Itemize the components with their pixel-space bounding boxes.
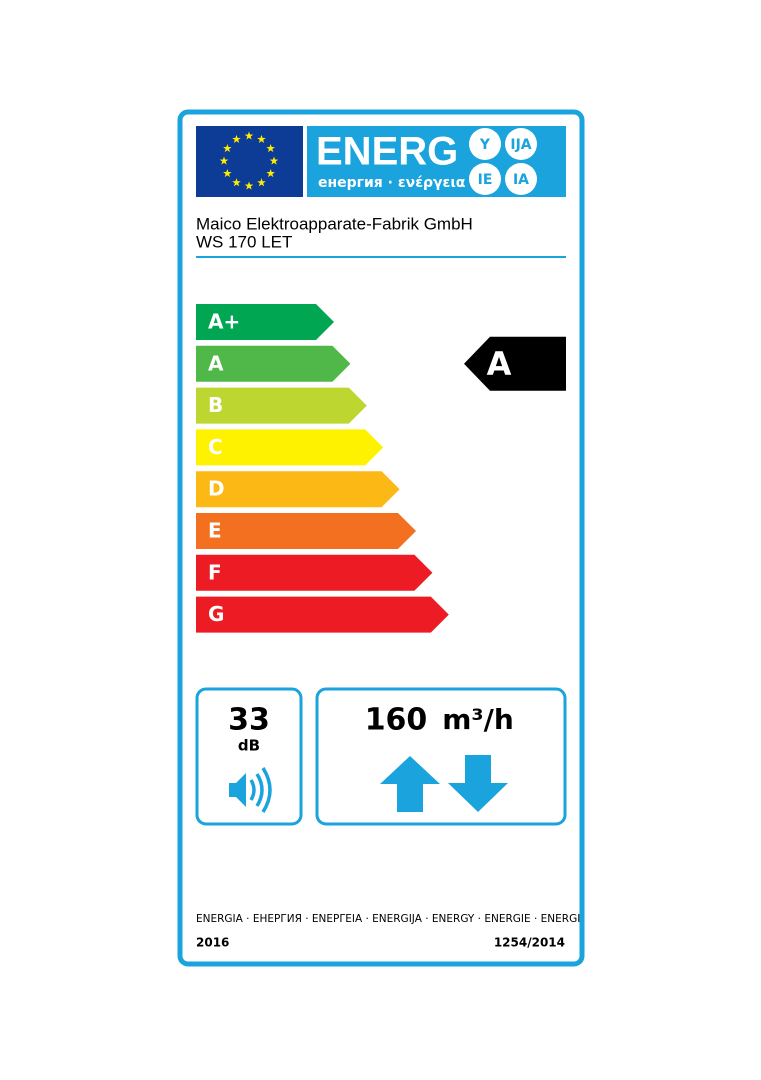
rating-label: A bbox=[487, 345, 512, 383]
class-label: D bbox=[208, 477, 225, 501]
rating-arrow: A bbox=[464, 336, 566, 391]
class-label: B bbox=[208, 393, 223, 417]
logo-word: ENERG bbox=[316, 130, 458, 174]
star bbox=[257, 134, 266, 143]
class-label: F bbox=[208, 560, 222, 584]
language-code: Y bbox=[479, 137, 491, 153]
class-arrow bbox=[196, 345, 351, 382]
language-badge bbox=[469, 163, 501, 195]
airflow-value: 160 bbox=[365, 703, 428, 738]
arrow-down bbox=[448, 755, 508, 812]
language-code: IJA bbox=[510, 137, 531, 153]
star bbox=[223, 169, 232, 178]
eu-stars bbox=[219, 131, 279, 190]
language-badge bbox=[505, 163, 537, 195]
footer-year: 2016 bbox=[196, 936, 229, 950]
logo-subtitle: енергия · ενέργεια bbox=[318, 175, 466, 191]
arrow-up bbox=[380, 756, 440, 812]
star bbox=[223, 144, 232, 153]
class-label: C bbox=[208, 435, 223, 459]
language-badge bbox=[505, 128, 537, 160]
footer-regulation: 1254/2014 bbox=[494, 936, 565, 950]
star bbox=[219, 156, 229, 165]
class-arrow bbox=[196, 304, 334, 340]
airflow-box bbox=[315, 687, 567, 826]
language-code: IE bbox=[478, 172, 493, 188]
airflow-unit: m³/h bbox=[442, 703, 514, 736]
noise-box bbox=[195, 687, 303, 826]
star bbox=[266, 144, 275, 153]
language-codes: Y IJA IE IA bbox=[469, 128, 537, 195]
supplier: Maico Elektroapparate-Fabrik GmbH bbox=[196, 214, 473, 233]
star bbox=[232, 134, 241, 143]
class-arrow bbox=[196, 554, 433, 591]
class-arrow bbox=[196, 471, 400, 508]
speaker-icon bbox=[229, 767, 272, 813]
class-arrow bbox=[196, 513, 416, 549]
rating-shape bbox=[464, 336, 566, 391]
class-label: A+ bbox=[208, 310, 240, 334]
class-arrow bbox=[196, 596, 449, 633]
star bbox=[244, 131, 254, 140]
label-border bbox=[177, 109, 585, 967]
noise-value: 33 bbox=[228, 703, 270, 738]
footer-energy: ENERGIA · ЕНЕРГИЯ · ΕΝΕΡΓΕΙΑ · ENERGIJA … bbox=[196, 913, 580, 925]
star bbox=[244, 181, 254, 190]
language-code: IA bbox=[513, 172, 529, 188]
star bbox=[266, 169, 275, 178]
star bbox=[232, 178, 241, 187]
model: WS 170 LET bbox=[196, 232, 292, 251]
class-arrow bbox=[196, 429, 384, 466]
class-label: G bbox=[208, 602, 224, 626]
star bbox=[269, 156, 279, 165]
class-arrow bbox=[196, 387, 367, 424]
noise-unit: dB bbox=[238, 737, 260, 755]
class-label: E bbox=[208, 519, 222, 543]
language-badge bbox=[469, 128, 501, 160]
star bbox=[257, 178, 266, 187]
class-label: A bbox=[208, 351, 224, 375]
